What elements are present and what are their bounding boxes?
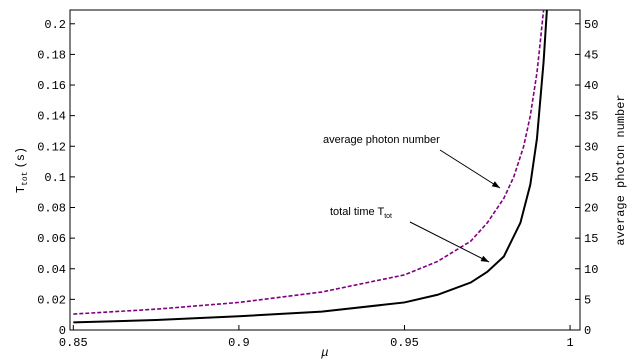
y2-axis-label: average photon number [614,94,628,245]
y-tick-label: 0 [59,324,66,338]
annotation-sub: tot [384,213,392,220]
y2-tick-label: 45 [584,48,598,62]
y2-tick-label: 0 [584,324,591,338]
annotation-arrow [439,149,501,189]
x-tick-label: 0.85 [59,336,88,350]
y2-tick-label: 50 [584,18,598,32]
y-tick-label: 0.1 [44,171,66,185]
plot-frame [69,9,581,331]
y2-tick-label: 20 [584,202,598,216]
y2-tick-label: 15 [584,232,598,246]
y2-tick-label: 30 [584,140,598,154]
y-tick-label: 0.14 [37,110,66,124]
y-tick-label: 0.08 [37,202,66,216]
y-axis-label: Ttot (s) [14,147,30,193]
y-tick-label: 0.04 [37,263,66,277]
y-tick-label: 0.12 [37,140,66,154]
y-tick-label: 0.02 [37,293,66,307]
y2-tick-label: 25 [584,171,598,185]
y-tick-label: 0.2 [44,18,66,32]
y-label-text: T [14,186,28,193]
y2-tick-label: 5 [584,293,591,307]
y-label-unit: (s) [14,147,28,169]
series-line [73,10,548,324]
x-tick-label: 1 [566,336,573,350]
y-label-sub: tot [21,172,30,186]
annotation: average photon number [323,134,440,146]
series-line [73,10,545,315]
y-tick-label: 0.06 [37,232,66,246]
y2-tick-label: 35 [584,110,598,124]
y2-tick-label: 10 [584,263,598,277]
x-axis-label: μ [320,346,328,360]
y2-tick-label: 40 [584,79,598,93]
annotation-text: total time T [330,206,384,218]
y-tick-label: 0.16 [37,79,66,93]
y-tick-label: 0.18 [37,48,66,62]
x-tick-label: 0.95 [390,336,419,350]
plot-area [73,10,548,324]
annotation: total time Ttot [330,206,392,220]
x-tick-label: 0.9 [228,336,250,350]
annotation-arrow [409,221,490,263]
